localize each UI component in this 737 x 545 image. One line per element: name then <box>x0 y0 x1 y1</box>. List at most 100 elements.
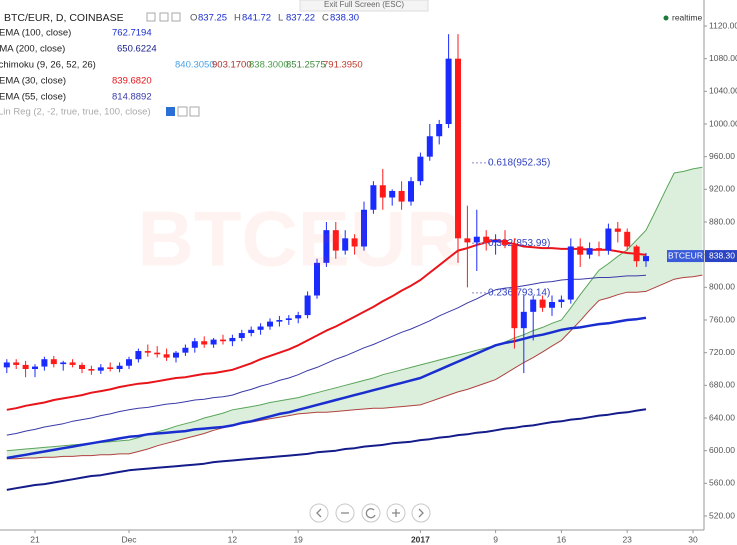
legend-name: Lin Reg (2, -2, true, true, 100, close) <box>0 107 151 118</box>
candle-body <box>79 364 85 369</box>
candle-body <box>13 362 20 365</box>
candle-body <box>267 321 273 327</box>
y-tick-label: 560.00 <box>709 478 735 488</box>
candle-body <box>154 352 161 355</box>
x-tick-label: 30 <box>688 534 698 544</box>
candle-body <box>116 365 123 369</box>
ema-line <box>6 408 647 491</box>
ohlc-values: O 837.25 H 841.72 L 837.22 C 838.30 <box>190 13 359 24</box>
annotation: 0.618(952.35) <box>488 158 550 169</box>
reset-button[interactable] <box>361 503 381 523</box>
ohlc-text: 841.72 <box>242 13 271 24</box>
candle-body <box>643 256 649 262</box>
legend-name: EMA (55, close) <box>0 92 66 103</box>
candle-body <box>549 302 555 308</box>
candle-body <box>173 352 179 358</box>
candle-body <box>285 318 292 320</box>
candle-body <box>88 369 95 371</box>
candle-body <box>314 262 320 296</box>
x-tick-label: Dec <box>121 534 137 544</box>
ema-line <box>6 239 647 411</box>
candle-body <box>342 238 349 251</box>
candle-body <box>220 339 226 342</box>
candle-body <box>379 185 386 198</box>
ema-line <box>6 316 647 460</box>
annotation: 0.382(853.99) <box>488 238 550 249</box>
y-tick-label: 1040.00 <box>709 86 737 96</box>
exit-fullscreen-label[interactable]: Exit Full Screen (ESC) <box>324 0 404 9</box>
ohlc-text: C <box>322 13 329 24</box>
candle-body <box>135 351 142 360</box>
candle-body <box>605 228 612 251</box>
candle-body <box>163 354 170 358</box>
candle-body <box>539 299 546 308</box>
candle-body <box>69 362 76 365</box>
y-tick-label: 1000.00 <box>709 118 737 128</box>
candle-body <box>624 231 631 247</box>
hide-icon[interactable] <box>159 12 169 22</box>
menu-icon[interactable] <box>146 12 156 22</box>
y-tick-label: 680.00 <box>709 380 735 390</box>
candle-body <box>436 124 443 137</box>
navigation <box>309 503 431 523</box>
watermark: BTCEUR <box>138 195 463 283</box>
x-tick-label: 12 <box>228 534 238 544</box>
candle-body <box>32 366 38 369</box>
candle-body <box>426 136 433 157</box>
candle-body <box>389 190 396 198</box>
candle-body <box>408 181 414 202</box>
legend-value: 838.3000 <box>249 60 289 71</box>
candle-body <box>295 315 302 319</box>
symbol: BTC/EUR, D, COINBASE <box>4 12 124 24</box>
candle-body <box>201 341 208 345</box>
candle-body <box>633 246 640 262</box>
legend-value: 791.3950 <box>323 60 363 71</box>
x-tick-label: 2017 <box>411 534 430 544</box>
candle-body <box>483 236 490 243</box>
candle-body <box>417 156 424 182</box>
scroll-right-button[interactable] <box>411 503 431 523</box>
visibility-icon[interactable] <box>166 107 175 116</box>
legend-value: 814.8892 <box>112 92 152 103</box>
legend: BTC/EUR, D, COINBASE O 837.25 H 841.72 L 837.… <box>0 12 363 118</box>
legend-value: 762.7194 <box>112 28 152 39</box>
candle-body <box>144 351 151 353</box>
candle-body <box>398 190 405 202</box>
ohlc-text: 837.22 <box>286 13 315 24</box>
icon <box>418 508 424 518</box>
candle-body <box>492 239 499 243</box>
legend-name: Ichimoku (9, 26, 52, 26) <box>0 60 96 71</box>
icon <box>365 508 376 519</box>
candle-body <box>304 295 311 316</box>
candle-body <box>22 364 29 369</box>
scroll-left-button[interactable] <box>309 503 329 523</box>
settings-icon[interactable] <box>171 12 181 22</box>
x-tick-label: 21 <box>30 534 40 544</box>
candle-body <box>41 359 48 367</box>
y-tick-label: 760.00 <box>709 314 735 324</box>
exit-fullscreen-button[interactable] <box>299 0 429 12</box>
candle-body <box>558 299 565 303</box>
icon <box>316 508 322 518</box>
legend-value: 851.2575 <box>286 60 326 71</box>
y-tick-label: 920.00 <box>709 184 735 194</box>
y-tick-label: 800.00 <box>709 282 735 292</box>
remove-icon[interactable] <box>189 106 200 117</box>
settings-icon[interactable] <box>177 106 188 117</box>
candle-body <box>361 209 367 247</box>
candle-body <box>3 362 10 368</box>
x-tick-label: 23 <box>622 534 632 544</box>
realtime-dot <box>663 15 669 21</box>
y-tick-label: 1120.00 <box>709 20 737 30</box>
legend-value: 903.1700 <box>212 60 252 71</box>
ema-line <box>6 274 647 436</box>
legend-value: 650.6224 <box>117 44 157 55</box>
candle-body <box>455 58 461 239</box>
price-tag-label: 838.30 <box>709 250 735 260</box>
ohlc-text: H <box>234 13 241 24</box>
candle-body <box>370 185 377 210</box>
realtime-label: realtime <box>672 12 703 22</box>
ohlc-text: L <box>278 13 283 24</box>
candle-body <box>248 329 255 334</box>
plot-area: 0.618(952.35) 0.382(853.99) 0.236(793.14) <box>3 34 703 491</box>
